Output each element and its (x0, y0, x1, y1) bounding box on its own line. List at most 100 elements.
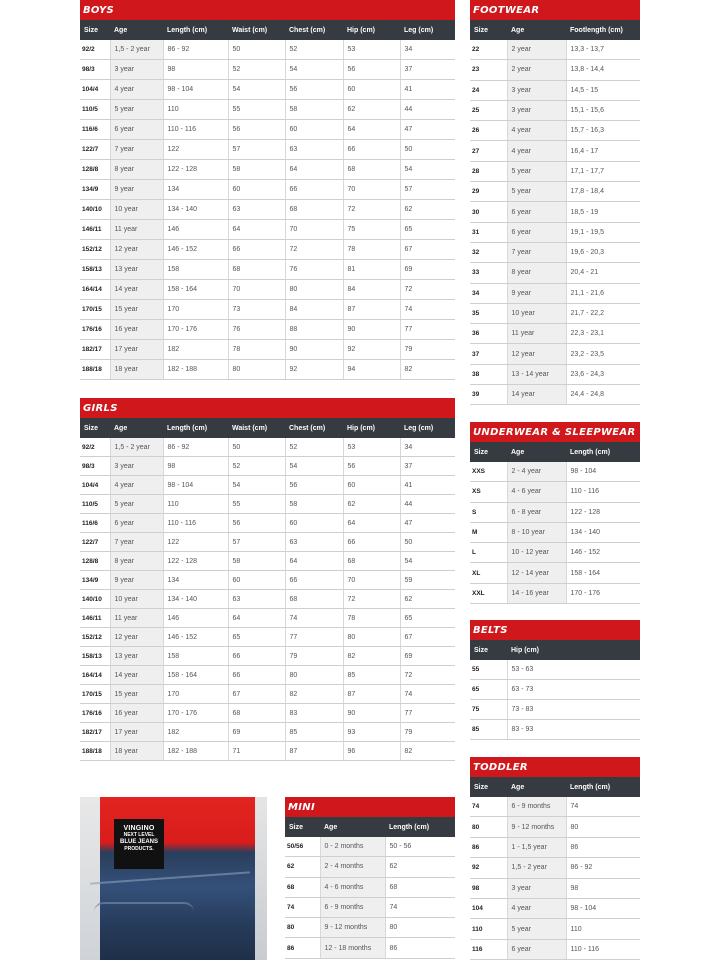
table-cell: 66 (228, 665, 286, 685)
table-row: 24 3 year 14,5 - 15 (470, 80, 640, 101)
table-cell: 63 - 73 (507, 679, 640, 700)
label-line: NEXT LEVEL (123, 832, 155, 838)
size-cell: 27 (470, 140, 508, 162)
table-cell: 1 - 1,5 year (507, 837, 567, 859)
table-row: 26 4 year 15,7 - 16,3 (470, 120, 640, 142)
table-row: 55 53 - 63 (470, 660, 640, 680)
table-cell: 68 (385, 877, 455, 898)
table-cell: 87 (343, 299, 401, 320)
table-cell: 15,1 - 15,6 (566, 100, 640, 122)
size-cell: 65 (470, 679, 508, 700)
table-cell: 64 (228, 608, 286, 628)
table-cell: 81 (343, 259, 401, 280)
table-cell: 66 (285, 179, 344, 200)
table-cell: 98 (163, 456, 229, 476)
size-cell: 26 (470, 120, 508, 142)
table-cell: 18,5 - 19 (566, 201, 640, 223)
table-cell: 82 (343, 646, 401, 666)
size-cell: 74 (470, 797, 508, 818)
table-cell: 90 (343, 703, 401, 723)
size-cell: 188/18 (80, 359, 111, 380)
table-row: 110 5 year 110 (470, 918, 640, 940)
table-cell: 122 - 128 (566, 502, 640, 523)
table-cell: 60 (343, 79, 401, 100)
table-cell: 6 year (507, 939, 567, 960)
table-cell: 110 (566, 918, 640, 940)
column-header: Chest (cm) (285, 20, 343, 40)
table-cell: 66 (285, 570, 344, 590)
table-cell: 78 (343, 608, 401, 628)
table-row: 152/12 12 year 146 - 152 66 72 78 67 (80, 239, 455, 260)
table-row: 22 2 year 13,3 - 13,7 (470, 40, 640, 61)
table-cell: 34 (400, 438, 455, 457)
table-cell: 7 year (507, 242, 567, 264)
size-cell: S (470, 502, 508, 523)
table-cell: 86 (385, 937, 455, 959)
size-cell: 74 (285, 897, 321, 919)
table-cell: 68 (228, 703, 286, 723)
table-row: 134/9 9 year 134 60 66 70 59 (80, 570, 455, 590)
table-cell: 14,5 - 15 (566, 80, 640, 101)
table-cell: 74 (385, 897, 455, 919)
table-row: 182/17 17 year 182 78 90 92 79 (80, 339, 455, 360)
table-cell: 98 (163, 59, 229, 80)
table-row: 32 7 year 19,6 - 20,3 (470, 242, 640, 264)
column-header: Length (cm) (163, 418, 228, 438)
table-row: 176/16 16 year 170 - 176 68 83 90 77 (80, 703, 455, 723)
size-cell: 35 (470, 303, 508, 325)
column-header: Size (470, 640, 507, 660)
label-line: PRODUCTS. (124, 846, 154, 852)
column-header: Size (80, 418, 110, 438)
girls-table: Size Age Length (cm) Waist (cm) Chest (cm) Hi… (80, 418, 455, 761)
brand-logo-text: VINGINO (123, 825, 155, 832)
header-row: Size Age Length (cm) (285, 817, 455, 837)
table-cell: 50 (400, 139, 455, 160)
table-cell: 63 (228, 199, 286, 220)
header-row: Size Age Length (cm) (470, 777, 640, 797)
size-cell: 128/8 (80, 159, 111, 180)
mini-table: Size Age Length (cm) 50/56 0 - 2 months 50 - … (285, 817, 455, 959)
size-cell: 188/18 (80, 741, 111, 761)
table-cell: 14 - 16 year (507, 583, 567, 605)
table-cell: 70 (228, 279, 286, 300)
table-cell: 58 (228, 551, 286, 571)
header-row: Size Age Length (cm) (470, 442, 640, 462)
table-cell: 110 - 116 (566, 939, 640, 960)
table-cell: 80 (285, 279, 344, 300)
table-cell: 21,1 - 21,6 (566, 283, 640, 304)
size-cell: 28 (470, 161, 508, 183)
size-cell: 134/9 (80, 570, 111, 590)
table-cell: 3 year (507, 100, 567, 122)
table-cell: 98 - 104 (163, 475, 229, 495)
table-row: 140/10 10 year 134 - 140 63 68 72 62 (80, 589, 455, 609)
table-row: 92/2 1,5 - 2 year 86 - 92 50 52 53 34 (80, 438, 455, 457)
column-header: Size (285, 817, 320, 837)
size-cell: 128/8 (80, 551, 111, 571)
table-cell: 64 (343, 119, 401, 140)
size-cell: 30 (470, 201, 508, 223)
table-cell: 134 (163, 570, 229, 590)
table-cell: 37 (400, 59, 455, 80)
table-cell: 57 (400, 179, 455, 200)
table-cell: 74 (400, 299, 455, 320)
size-cell: 68 (285, 877, 321, 898)
table-cell: 62 (343, 494, 401, 514)
belts-table: Size Hip (cm) 55 53 - 63 65 63 - 73 75 73 - 83 8… (470, 640, 640, 740)
column-header: Hip (cm) (343, 20, 400, 40)
table-row: 75 73 - 83 (470, 699, 640, 720)
table-row: 116 6 year 110 - 116 (470, 939, 640, 960)
table-cell: 6 - 8 year (507, 502, 567, 523)
table-cell: 66 (343, 139, 401, 160)
table-cell: 72 (343, 589, 401, 609)
table-cell: 13 - 14 year (507, 364, 567, 386)
header-row: Size Age Length (cm) Waist (cm) Chest (cm) Hi… (80, 20, 455, 40)
mini-size-table: MINI Size Age Length (cm) 50/56 0 - 2 months 5… (285, 797, 455, 959)
table-cell: 87 (343, 684, 401, 704)
table-cell: 158 - 164 (163, 665, 229, 685)
table-cell: 77 (400, 703, 455, 723)
size-cell: 104 (470, 898, 508, 920)
brand-label-patch: VINGINO NEXT LEVEL BLUE JEANS PRODUCTS. (114, 819, 164, 869)
toddler-size-table: TODDLER Size Age Length (cm) 74 6 - 9 months 7… (470, 757, 640, 960)
